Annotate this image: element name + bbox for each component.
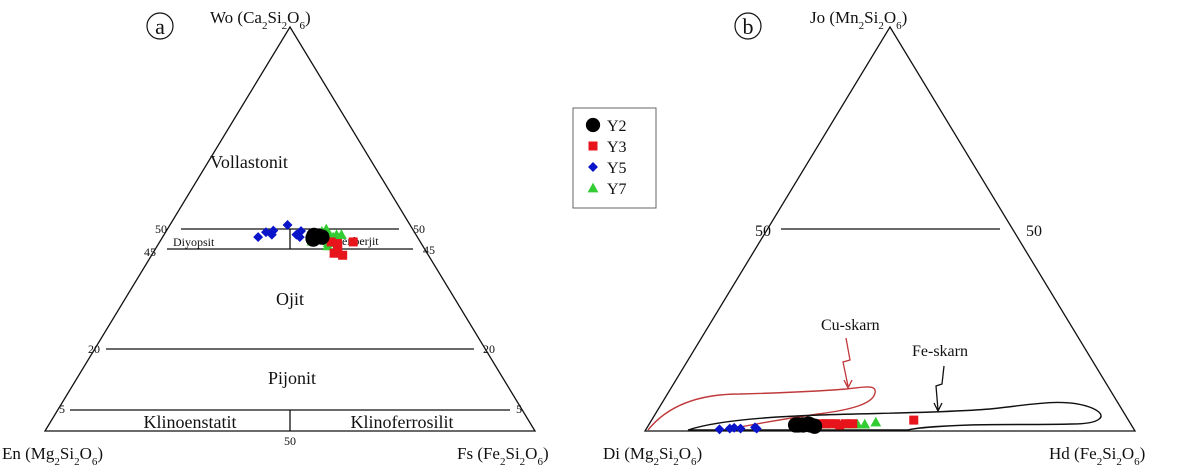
panel-b-point-y5-3: [729, 422, 740, 433]
panel-a-field-klinoenstatit: Klinoenstatit: [144, 412, 237, 432]
cu-skarn-label: Cu-skarn: [821, 317, 880, 334]
fe-skarn-label: Fe-skarn: [912, 343, 968, 360]
panel-b-vertex-hd: Hd (Fe2Si2O6): [1049, 444, 1145, 468]
legend: Y2 Y3 Y5 Y7: [572, 107, 657, 209]
legend-label-y3: Y3: [607, 139, 627, 156]
panel-b-vertex-di: Di (Mg2Si2O6): [603, 444, 702, 468]
panel-a-field-klinoferrosilit: Klinoferrosilit: [351, 412, 454, 432]
panel-b-data-points: [714, 415, 919, 435]
panel-a-tick-wo45-right: 45: [423, 243, 435, 257]
legend-label-y7: Y7: [607, 181, 627, 198]
panel-a-label: a: [155, 14, 165, 39]
panel-a-tick-wo45-left: 45: [144, 245, 156, 259]
legend-marker-y2: [585, 117, 601, 133]
panel-a-point-y5-1: [253, 232, 264, 243]
panel-b-point-y3-2: [821, 419, 831, 429]
panel-a-tick-wo50-right: 50: [413, 222, 425, 236]
panel-a-tick-wo20-left: 20: [88, 342, 100, 356]
panel-a-point-y5-8: [291, 229, 302, 240]
panel-a-vertex-wo: Wo (Ca2Si2O6): [210, 8, 311, 32]
panel-a-tick-fs50: 50: [284, 434, 296, 448]
panel-a-point-y3-6: [348, 237, 358, 247]
panel-b-point-y3-6: [840, 419, 850, 429]
cu-skarn-arrow: [842, 337, 853, 390]
panel-a-point-y2-5: [306, 227, 322, 244]
fe-skarn-field-outline: [687, 401, 1102, 431]
panel-b-point-y3-5: [835, 420, 845, 430]
panel-b-label-circle: [734, 12, 762, 40]
panel-a-tick-wo50-left: 50: [155, 222, 167, 236]
panel-a-field-ojit: Ojit: [276, 289, 304, 309]
fe-skarn-arrow: [933, 365, 945, 413]
panel-b-point-y2-6: [787, 417, 804, 433]
panel-b-point-y3-8: [909, 415, 919, 425]
legend-marker-y7: [587, 182, 599, 193]
panel-a-point-y3-5: [333, 239, 343, 249]
panel-a-vertex-wo-text: Wo (Ca: [210, 8, 262, 27]
panel-a-field-pijonit: Pijonit: [268, 368, 316, 388]
panel-b-tick-jo50-left: 50: [755, 223, 771, 240]
panel-a-field-vollastonit: Vollastonit: [210, 152, 288, 172]
panel-b-point-y5-1: [714, 424, 725, 435]
legend-marker-y3: [588, 141, 598, 151]
panel-b-point-y5-4: [735, 423, 746, 434]
panel-a-tick-wo5-left: 5: [59, 402, 65, 416]
panel-a-point-y7-13: [336, 229, 347, 239]
panel-a-vertex-fs: Fs (Fe2Si2O6): [457, 444, 549, 468]
legend-items: Y2 Y3 Y5 Y7: [585, 117, 627, 198]
panel-a-point-y3-1: [326, 237, 336, 247]
panel-a-tick-wo20-right: 20: [483, 342, 495, 356]
panel-b-point-y7-6: [859, 418, 871, 429]
panel-b-vertex-jo: Jo (Mn2Si2O6): [810, 8, 907, 32]
panel-b-point-y3-3: [826, 419, 836, 429]
panel-b-jo-di-hd-ternary: b Jo (Mn2Si2O6) Di (Mg2Si2O6) Hd (Fe2Si2…: [603, 8, 1145, 468]
panel-b-triangle: [643, 25, 1137, 432]
legend-label-y5: Y5: [607, 160, 627, 177]
panel-b-point-y2-5: [806, 418, 823, 434]
panel-a-point-y3-3: [338, 250, 348, 260]
panel-b-point-y3-7: [848, 419, 858, 429]
panel-a-point-y5-5: [282, 220, 293, 230]
panel-a-vertex-en: En (Mg2Si2O6): [2, 444, 103, 468]
legend-label-y2: Y2: [607, 118, 627, 135]
panel-a-field-diyopsit: Diyopsit: [173, 235, 215, 249]
panel-a-wo-en-fs-ternary: a Wo (Ca2Si2O6) En (Mg2Si2O6) Fs (Fe2Si2…: [2, 8, 549, 468]
panel-a-tick-wo5-right: 5: [516, 402, 522, 416]
panel-a-label-circle: [146, 12, 174, 40]
panel-a-point-y5-4: [268, 225, 279, 236]
panel-b-label: b: [743, 14, 754, 39]
panel-a-point-y3-2: [329, 248, 339, 258]
panel-b-point-y7-7: [870, 416, 882, 427]
panel-a-data-points: [253, 220, 358, 260]
panel-b-tick-jo50-right: 50: [1026, 223, 1042, 240]
panel-b-point-y5-6: [751, 423, 762, 434]
legend-marker-y5: [588, 162, 598, 172]
